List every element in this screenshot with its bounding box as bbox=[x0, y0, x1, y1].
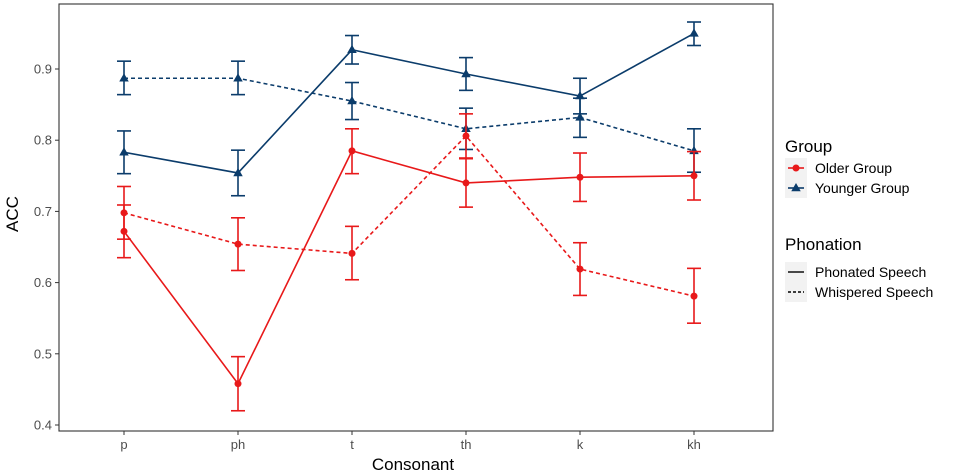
data-point-circle bbox=[120, 209, 128, 217]
y-tick-label: 0.6 bbox=[34, 275, 52, 290]
y-tick-label: 0.4 bbox=[34, 418, 52, 433]
x-tick-label: k bbox=[577, 437, 584, 452]
data-point-circle bbox=[462, 132, 470, 140]
x-tick-label: ph bbox=[231, 437, 245, 452]
plot-area bbox=[58, 3, 774, 432]
y-tick-label: 0.9 bbox=[34, 62, 52, 77]
data-point-triangle bbox=[461, 68, 471, 78]
y-tick-label: 0.8 bbox=[34, 133, 52, 148]
legend-phonation-items: Phonated Speech Whispered Speech bbox=[785, 262, 933, 302]
chart-marks bbox=[117, 21, 701, 412]
data-point-circle bbox=[462, 179, 470, 187]
data-point-circle bbox=[348, 249, 356, 257]
data-point-circle bbox=[576, 173, 584, 181]
legend: Group Older Group Younger Group Phonation… bbox=[785, 137, 933, 302]
data-point-triangle bbox=[233, 167, 243, 177]
data-point-triangle bbox=[233, 73, 243, 82]
data-point-circle bbox=[234, 380, 242, 388]
legend-key-triangle bbox=[791, 183, 801, 192]
legend-group-label: Younger Group bbox=[815, 180, 910, 196]
legend-phonation-label: Whispered Speech bbox=[815, 284, 933, 300]
legend-phonation-label: Phonated Speech bbox=[815, 264, 926, 280]
y-axis-title: ACC bbox=[3, 196, 22, 232]
x-tick-label: p bbox=[120, 437, 127, 452]
y-tick-label: 0.5 bbox=[34, 346, 52, 361]
series-line bbox=[123, 32, 695, 174]
data-point-circle bbox=[234, 240, 242, 248]
data-point-circle bbox=[348, 147, 356, 155]
y-tick-label: 0.7 bbox=[34, 204, 52, 219]
axes: 0.4 0.5 0.6 0.7 0.8 0.9 p ph t th k kh bbox=[34, 62, 701, 453]
series-line bbox=[124, 77, 695, 152]
x-tick-label: t bbox=[350, 437, 354, 452]
series-line bbox=[123, 149, 695, 386]
data-point-triangle bbox=[119, 73, 129, 82]
data-point-triangle bbox=[689, 28, 699, 37]
data-point-triangle bbox=[575, 112, 585, 121]
legend-key-circle bbox=[792, 164, 800, 172]
legend-group-items: Older Group Younger Group bbox=[785, 158, 910, 198]
data-point-triangle bbox=[575, 91, 585, 100]
x-tick-label: th bbox=[461, 437, 472, 452]
series-line bbox=[123, 134, 695, 297]
data-point-circle bbox=[690, 292, 698, 300]
legend-group-title: Group bbox=[785, 137, 832, 156]
data-point-circle bbox=[690, 172, 698, 180]
x-tick-label: kh bbox=[687, 437, 701, 452]
legend-group-label: Older Group bbox=[815, 160, 892, 176]
data-point-triangle bbox=[347, 96, 357, 105]
legend-phonation-title: Phonation bbox=[785, 235, 862, 254]
x-axis-title: Consonant bbox=[372, 455, 455, 473]
data-point-triangle bbox=[347, 44, 357, 54]
data-point-triangle bbox=[119, 147, 129, 156]
data-point-circle bbox=[576, 265, 584, 273]
plot-panel bbox=[58, 3, 774, 432]
